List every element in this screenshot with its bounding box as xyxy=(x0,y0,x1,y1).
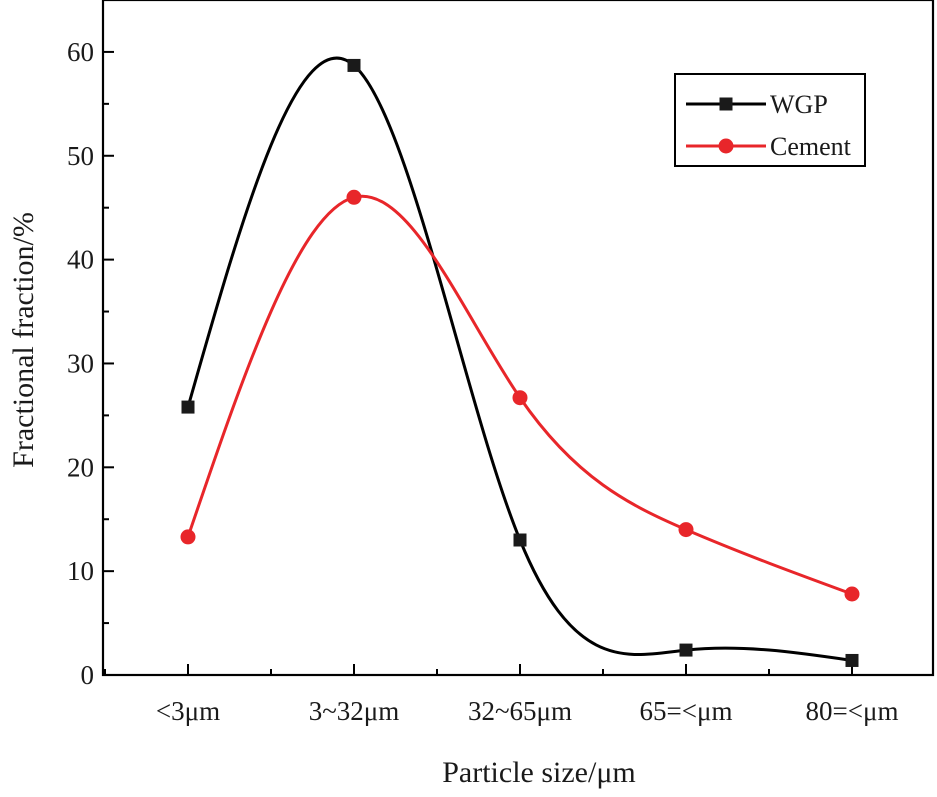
legend-box xyxy=(674,73,866,167)
data-point-wgp xyxy=(845,653,859,667)
y-tick-label: 30 xyxy=(67,348,94,378)
y-tick-label: 60 xyxy=(67,37,94,67)
y-axis-title: Fractional fraction/% xyxy=(7,212,40,468)
data-point-cement xyxy=(678,522,694,538)
data-point-wgp xyxy=(181,400,195,414)
x-axis-title: Particle size/μm xyxy=(442,756,636,789)
legend: WGP Cement xyxy=(674,73,866,167)
y-tick-label: 40 xyxy=(67,245,94,275)
x-tick-label: 80=<μm xyxy=(806,696,899,726)
x-axis: <3μm 3~32μm 32~65μm 65=<μm 80=<μm xyxy=(104,664,899,726)
x-tick-label: 65=<μm xyxy=(640,696,733,726)
data-point-cement xyxy=(844,586,860,602)
x-tick-label: 32~65μm xyxy=(468,696,572,726)
legend-label-wgp: WGP xyxy=(770,90,828,119)
y-tick-label: 0 xyxy=(81,660,95,690)
x-tick-label: 3~32μm xyxy=(309,696,400,726)
y-tick-label: 10 xyxy=(67,556,94,586)
legend-marker-wgp xyxy=(719,97,733,111)
legend-marker-cement xyxy=(718,138,734,154)
legend-label-cement: Cement xyxy=(770,132,852,161)
y-tick-label: 50 xyxy=(67,141,94,171)
data-point-wgp xyxy=(513,533,527,547)
data-point-cement xyxy=(346,189,362,205)
series-markers xyxy=(180,58,860,667)
y-axis: 0 10 20 30 40 50 60 xyxy=(67,37,114,690)
data-point-cement xyxy=(180,529,196,545)
series-line-cement xyxy=(186,194,853,596)
data-point-cement xyxy=(512,390,528,406)
x-tick-label: <3μm xyxy=(156,696,220,726)
plot-frame xyxy=(101,0,935,677)
data-point-wgp xyxy=(679,643,693,657)
y-tick-label: 20 xyxy=(67,452,94,482)
data-point-wgp xyxy=(347,58,361,72)
